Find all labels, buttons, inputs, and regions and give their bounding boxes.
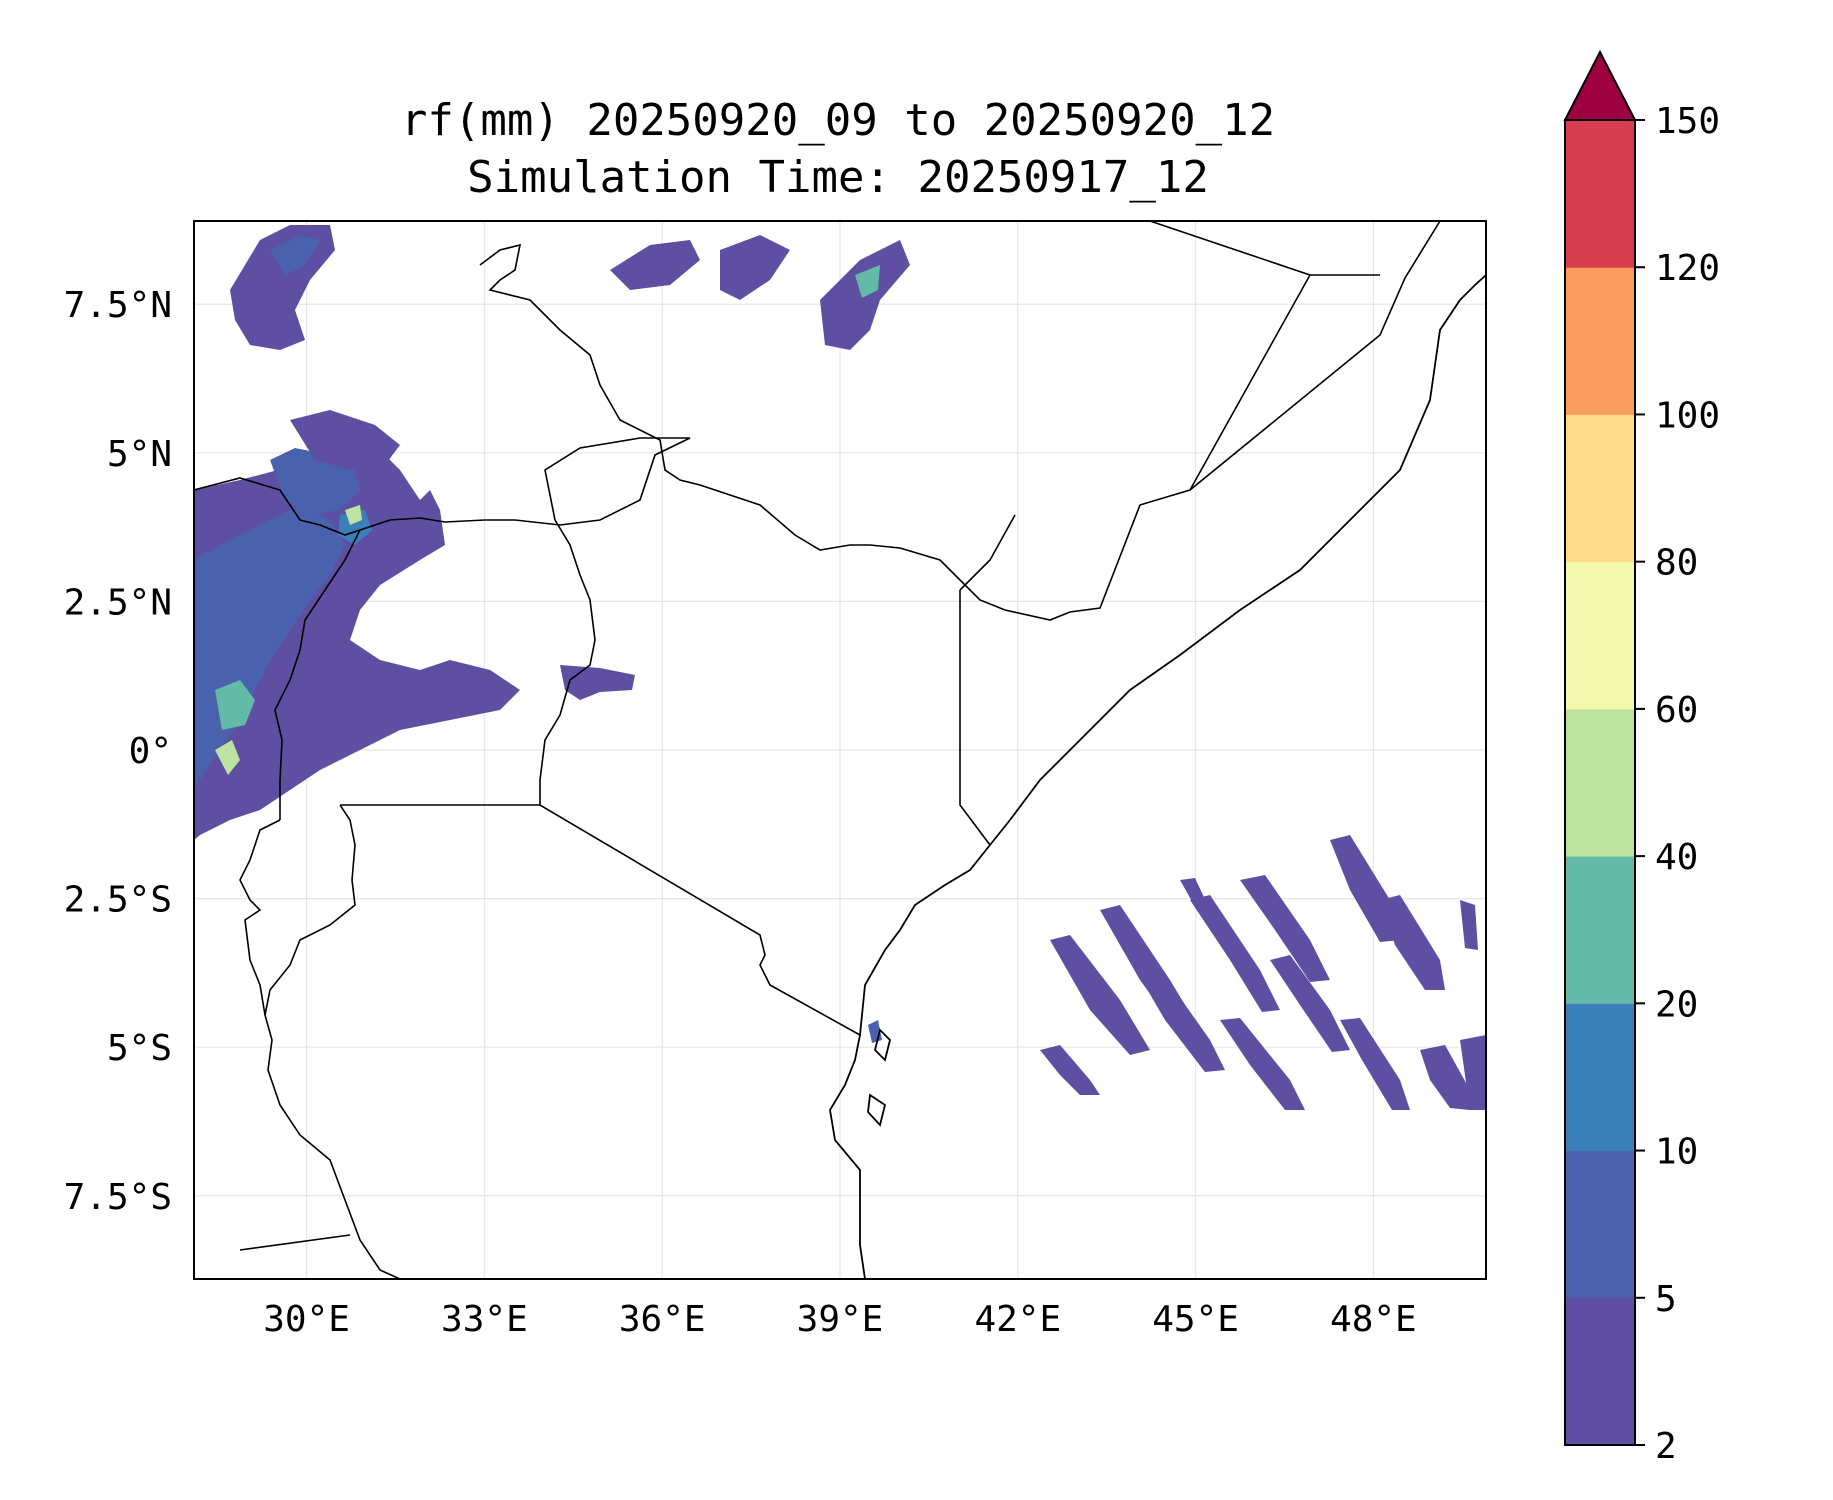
rainfall-layer: [194, 225, 1486, 1110]
colorbar-frame: [1564, 119, 1636, 1446]
colorbar-bin: [1565, 708, 1635, 857]
lat-tick-label: 2.5°N: [64, 582, 172, 623]
lat-tick-label: 0°: [129, 731, 172, 772]
figure-title-line2: Simulation Time: 20250917_12: [467, 152, 1209, 203]
lat-tick-label: 5°N: [107, 434, 172, 475]
colorbar-bin: [1565, 1150, 1635, 1299]
map-gridlines: [194, 221, 1486, 1279]
border-uganda-drc: [274, 529, 361, 820]
rain-streaks-indian-ocean: [1040, 835, 1486, 1110]
lon-tick-label: 42°E: [974, 1299, 1061, 1340]
lon-tick-label: 39°E: [797, 1299, 884, 1340]
map-frame: [193, 220, 1487, 1280]
border-zambia: [239, 1234, 351, 1251]
lat-tick-label: 7.5°N: [64, 285, 172, 326]
coastline-somalia: [989, 274, 1486, 846]
lat-tick-label: 7.5°S: [64, 1177, 172, 1218]
colorbar-tick-label: 40: [1655, 837, 1698, 878]
colorbar-bin: [1565, 1003, 1635, 1152]
colorbar-tick-label: 5: [1655, 1279, 1677, 1320]
country-borders: [194, 221, 1441, 1279]
border-kenya-somalia-north: [959, 514, 1016, 591]
border-rwanda-burundi: [239, 819, 281, 1016]
colorbar-bin: [1565, 120, 1635, 268]
colorbar-tick-label: 20: [1655, 984, 1698, 1025]
rain-patch-eth-1: [610, 240, 700, 290]
lon-tick-label: 36°E: [619, 1299, 706, 1340]
rain-cell-3: [215, 740, 240, 775]
colorbar-bin: [1565, 1297, 1635, 1446]
colorbar-tick-label: 10: [1655, 1132, 1698, 1173]
coastlines: [829, 274, 1486, 1279]
lon-tick-label: 30°E: [263, 1299, 350, 1340]
colorbar-bin: [1565, 414, 1635, 563]
border-tanzania-north: [340, 804, 861, 1036]
colorbar-tick-label: 60: [1655, 690, 1698, 731]
lon-tick-label: 48°E: [1330, 1299, 1417, 1340]
longitude-tick-labels: 30°E 33°E 36°E 39°E 42°E 45°E 48°E: [263, 1299, 1416, 1340]
figure-title-line1: rf(mm) 20250920_09 to 20250920_12: [401, 95, 1275, 146]
coastline-kenya-tanzania: [829, 844, 991, 1279]
colorbar-tick-label: 100: [1655, 395, 1720, 436]
border-ethiopia: [479, 221, 1441, 621]
border-uganda-kenya: [539, 519, 596, 805]
rain-cell-eth: [855, 265, 880, 298]
lon-tick-label: 33°E: [441, 1299, 528, 1340]
colorbar-extend-arrow: [1563, 49, 1637, 121]
border-djibouti: [1149, 221, 1311, 276]
map-area: 30°E 33°E 36°E 39°E 42°E 45°E 48°E 7.5°N 5°N 2.5…: [64, 220, 1487, 1340]
rain-cell-1: [338, 510, 372, 545]
rain-patch-sudan-core: [270, 235, 320, 275]
lat-tick-label: 5°S: [107, 1028, 172, 1069]
colorbar-bin: [1565, 856, 1635, 1004]
border-kenya-somalia: [959, 590, 991, 846]
rain-patch-north-uganda: [290, 410, 400, 470]
mafia-coast: [867, 1093, 887, 1127]
rain-cell-4: [345, 505, 362, 525]
rain-cell-2: [215, 680, 255, 730]
colorbar-tick-label: 80: [1655, 543, 1698, 584]
colorbar-tick-label: 120: [1655, 248, 1720, 289]
lon-tick-label: 45°E: [1152, 1299, 1239, 1340]
zanzibar-coast: [874, 1028, 891, 1062]
colorbar-bin: [1565, 267, 1635, 415]
colorbar-tick-label: 2: [1655, 1426, 1677, 1467]
colorbar-tick-label: 150: [1655, 101, 1720, 142]
lat-tick-label: 2.5°S: [64, 880, 172, 921]
colorbar: 2 5 10 20 40 60 80 100 120 150: [1563, 49, 1720, 1467]
colorbar-bin: [1565, 561, 1635, 710]
rain-patch-eth-2: [720, 235, 790, 300]
latitude-tick-labels: 7.5°N 5°N 2.5°N 0° 2.5°S 5°S 7.5°S: [64, 285, 172, 1218]
